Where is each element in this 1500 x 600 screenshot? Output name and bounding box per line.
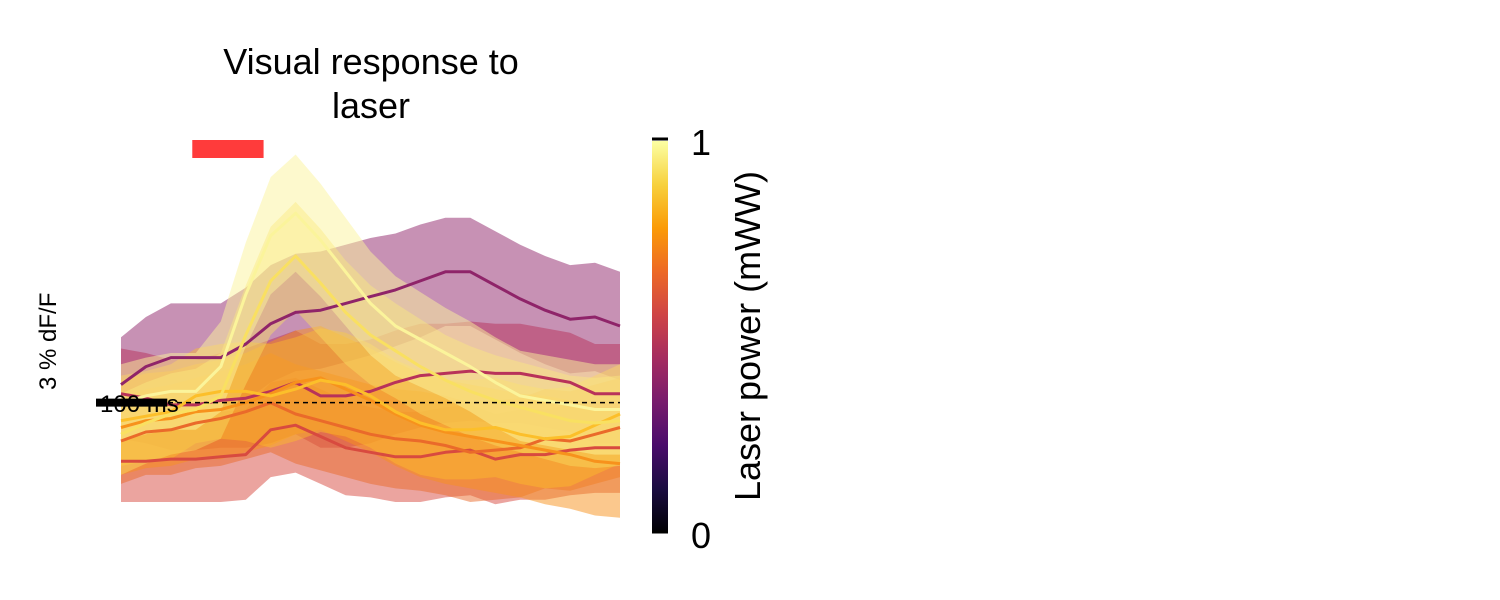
chart-title-line1: Visual response to <box>223 41 519 82</box>
series-band-5 <box>121 326 620 518</box>
colorbar-max-label: 1 <box>691 122 711 163</box>
series-line-8 <box>120 211 620 411</box>
time-scale-label: 100 ms <box>100 391 179 418</box>
series-lines <box>120 211 621 466</box>
chart-title-line2: laser <box>332 85 410 126</box>
laser-pulse-bar <box>192 140 264 158</box>
series-line-3 <box>121 423 620 463</box>
series-band-6 <box>121 328 620 489</box>
series-line-7 <box>120 254 621 436</box>
series-line-6 <box>120 378 621 441</box>
dff-scale-label: 3 % dF/F <box>35 293 62 390</box>
colorbar-label: Laser power (mWW) <box>727 171 768 501</box>
series-line-4 <box>120 401 621 454</box>
series-line-5 <box>120 376 621 466</box>
series-line-1 <box>120 270 621 386</box>
colorbar-min-label: 0 <box>691 515 711 556</box>
colorbar <box>652 141 668 532</box>
